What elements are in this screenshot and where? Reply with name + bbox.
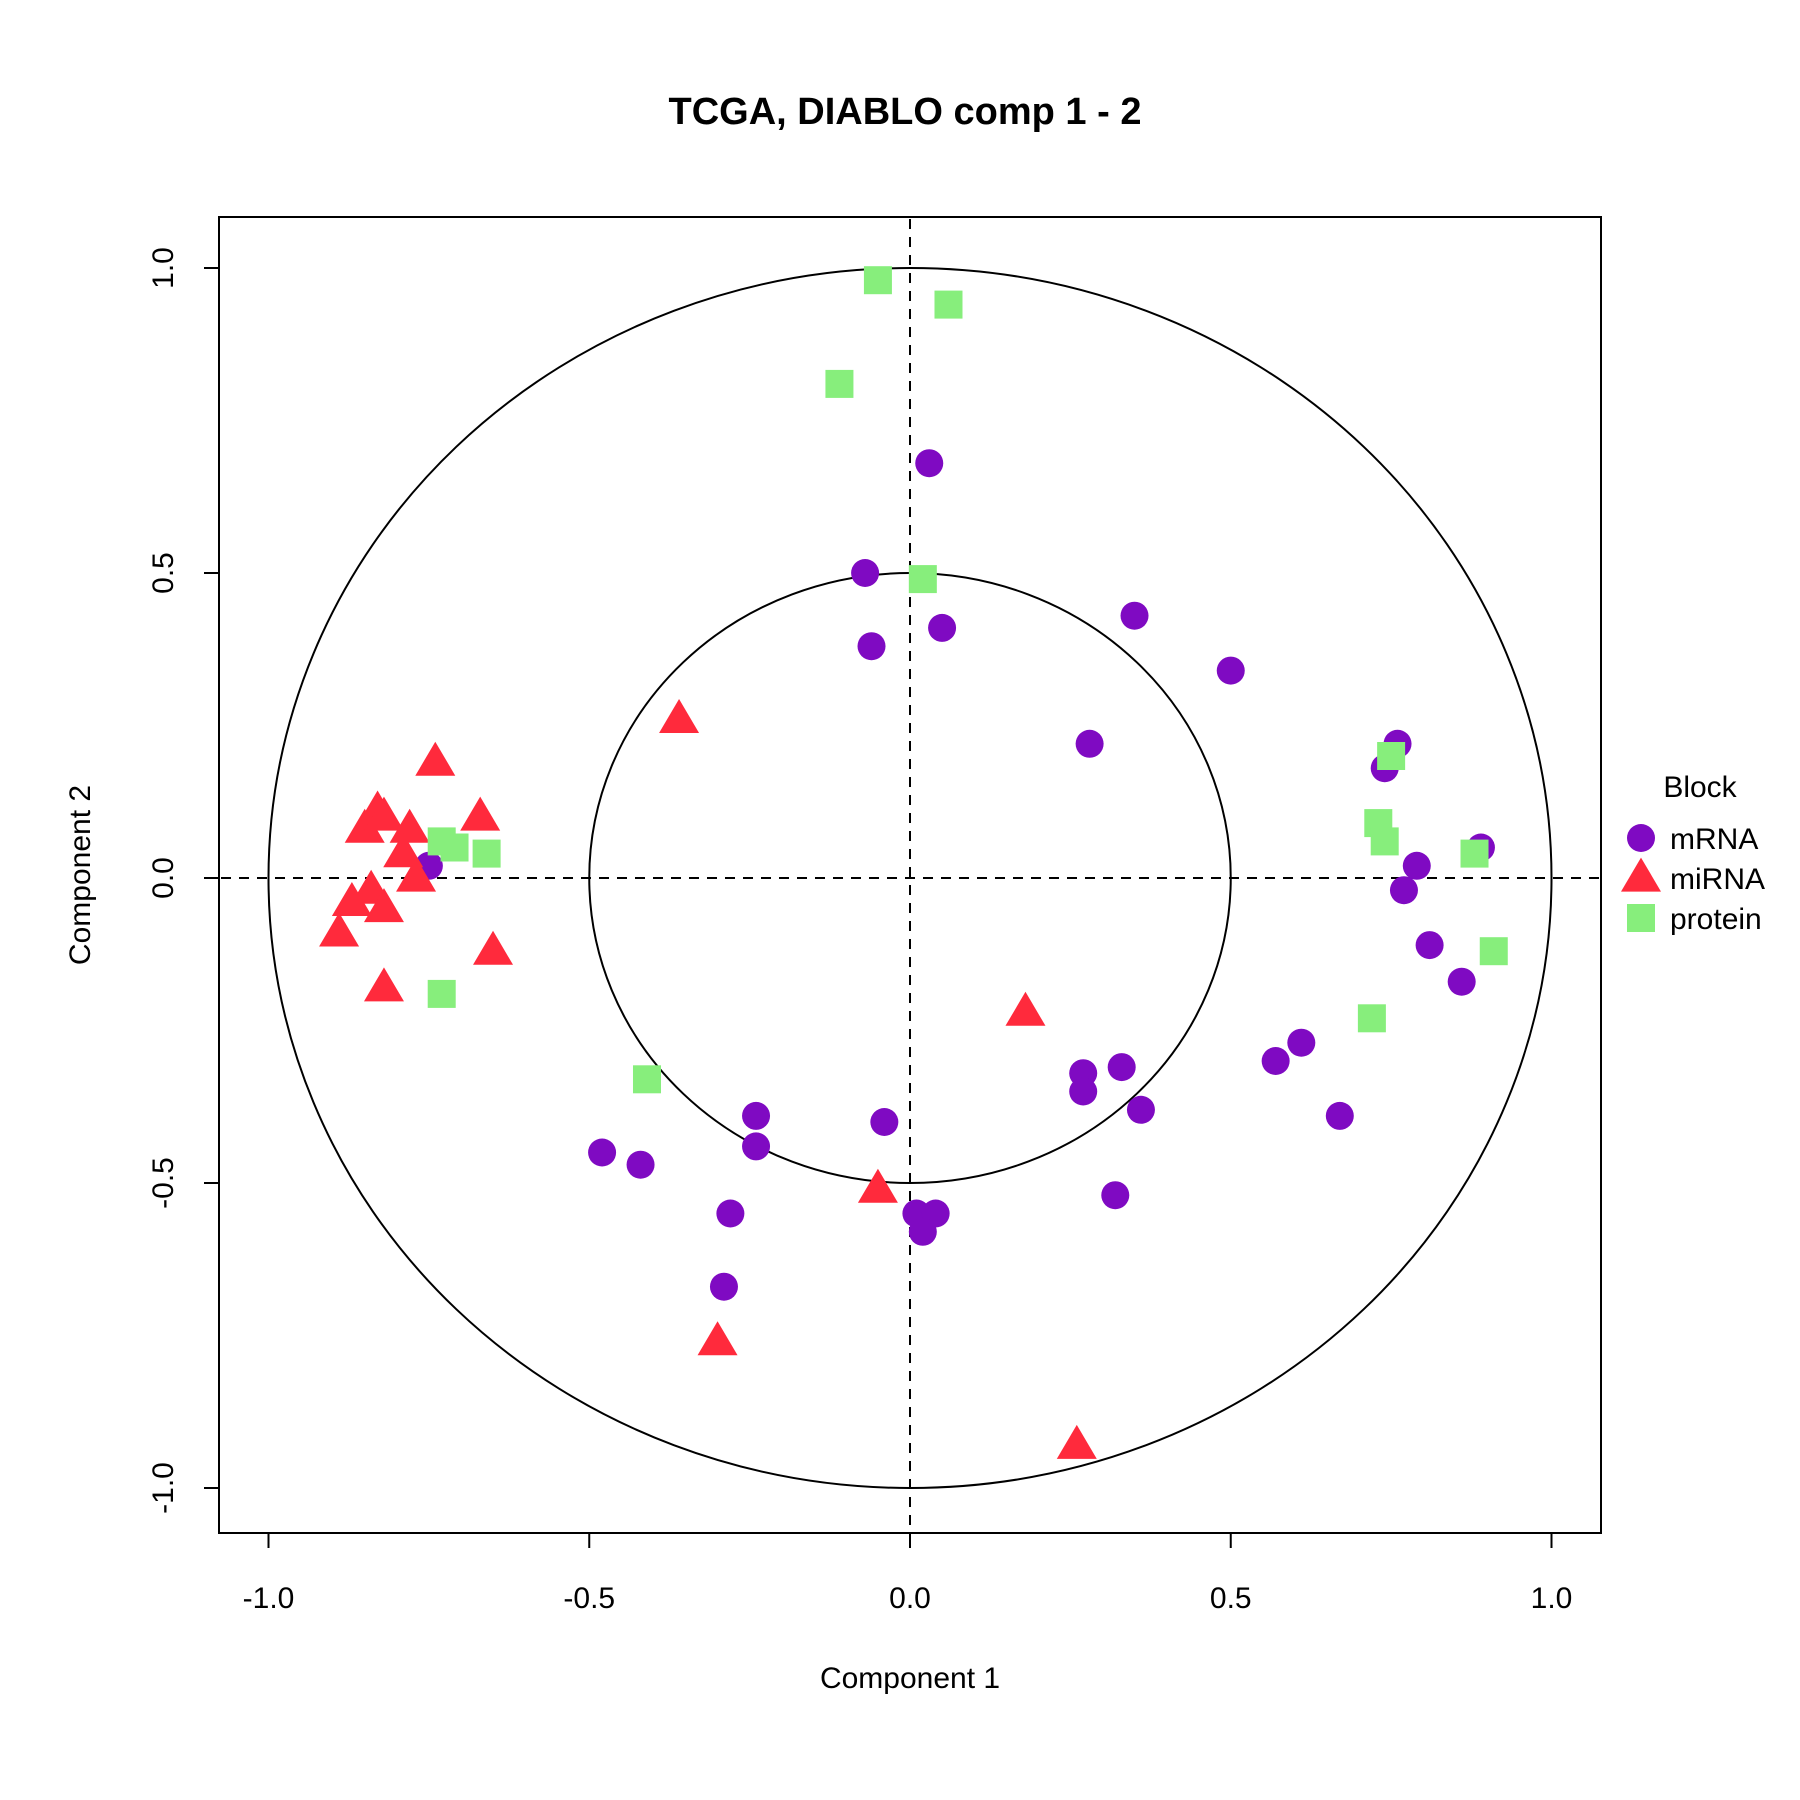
y-tick-label: -1.0 bbox=[147, 1462, 180, 1514]
miRNA-point bbox=[473, 930, 514, 965]
protein-point bbox=[472, 839, 501, 868]
legend-item-miRNA: miRNA bbox=[1621, 857, 1765, 896]
x-tick-label: -1.0 bbox=[243, 1582, 295, 1615]
y-tick-label: 1.0 bbox=[147, 247, 180, 289]
legend-label-protein: protein bbox=[1670, 903, 1762, 936]
mRNA-point bbox=[928, 613, 957, 642]
miRNA-point bbox=[331, 882, 372, 916]
protein-point bbox=[427, 979, 456, 1008]
x-tick-label: 0.5 bbox=[1210, 1582, 1252, 1615]
y-axis-label: Component 2 bbox=[64, 785, 97, 965]
mRNA-point bbox=[1389, 876, 1418, 905]
protein-point bbox=[632, 1065, 661, 1094]
protein-point bbox=[1460, 839, 1489, 868]
y-tick-label: 0.0 bbox=[147, 857, 180, 899]
miRNA-point bbox=[344, 808, 385, 843]
miRNA-point bbox=[1056, 1424, 1097, 1459]
y-axis: -1.0 -0.5 0.0 0.5 1.0 bbox=[147, 247, 220, 1514]
miRNA-point bbox=[363, 888, 404, 923]
mRNA-point bbox=[626, 1150, 655, 1179]
legend: Block mRNA miRNA protein bbox=[1621, 771, 1765, 936]
legend-label-mRNA: mRNA bbox=[1670, 823, 1758, 856]
mRNA-point bbox=[1325, 1101, 1354, 1130]
legend-marker-protein bbox=[1627, 904, 1655, 932]
miRNA-point bbox=[857, 1168, 898, 1203]
legend-marker-miRNA bbox=[1621, 857, 1661, 892]
mRNA-point bbox=[1120, 601, 1149, 630]
protein-point bbox=[1357, 1004, 1386, 1033]
protein-point bbox=[934, 290, 963, 319]
mRNA-point bbox=[851, 559, 880, 587]
mRNA-point bbox=[716, 1199, 745, 1228]
legend-label-miRNA: miRNA bbox=[1670, 863, 1765, 896]
miRNA-point bbox=[363, 796, 404, 831]
mRNA-point bbox=[915, 449, 944, 478]
series-mRNA bbox=[414, 449, 1495, 1301]
mRNA-point bbox=[709, 1272, 738, 1301]
protein-point bbox=[440, 833, 469, 862]
mRNA-point bbox=[870, 1108, 899, 1136]
protein-point bbox=[863, 266, 892, 295]
mRNA-point bbox=[1107, 1053, 1136, 1082]
miRNA-point bbox=[460, 796, 501, 831]
series-miRNA bbox=[319, 699, 1097, 1459]
mRNA-point bbox=[1287, 1028, 1316, 1057]
miRNA-point bbox=[415, 741, 456, 776]
miRNA-point bbox=[383, 833, 424, 868]
mRNA-point bbox=[1216, 656, 1245, 685]
mRNA-point bbox=[1261, 1047, 1290, 1075]
protein-point bbox=[908, 565, 937, 594]
mRNA-point bbox=[1075, 729, 1104, 758]
y-tick-label: 0.5 bbox=[147, 552, 180, 594]
x-axis: -1.0 -0.5 0.0 0.5 1.0 bbox=[243, 1532, 1573, 1615]
protein-point bbox=[1479, 937, 1508, 966]
legend-item-mRNA: mRNA bbox=[1627, 823, 1758, 856]
mRNA-point bbox=[1402, 851, 1431, 880]
protein-point bbox=[1377, 742, 1406, 770]
legend-marker-mRNA bbox=[1627, 824, 1655, 852]
miRNA-point bbox=[697, 1321, 738, 1356]
miRNA-point bbox=[396, 857, 437, 892]
miRNA-point bbox=[363, 967, 404, 1002]
miRNA-point bbox=[659, 699, 700, 733]
mRNA-point bbox=[1069, 1077, 1098, 1106]
x-tick-label: 0.0 bbox=[889, 1582, 931, 1615]
mRNA-point bbox=[1447, 967, 1476, 996]
series-protein bbox=[427, 266, 1508, 1094]
reference-lines bbox=[221, 219, 1599, 1531]
y-tick-label: -0.5 bbox=[147, 1157, 180, 1209]
mRNA-point bbox=[908, 1217, 937, 1246]
mRNA-point bbox=[742, 1132, 771, 1161]
miRNA-point bbox=[319, 912, 360, 947]
mRNA-point bbox=[1415, 931, 1444, 960]
x-axis-label: Component 1 bbox=[820, 1662, 1000, 1695]
mRNA-point bbox=[742, 1101, 771, 1130]
protein-point bbox=[825, 369, 854, 398]
legend-title: Block bbox=[1663, 771, 1737, 804]
x-tick-label: -0.5 bbox=[563, 1582, 615, 1615]
protein-point bbox=[1370, 827, 1399, 856]
data-points bbox=[319, 266, 1508, 1459]
x-tick-label: 1.0 bbox=[1531, 1582, 1573, 1615]
mRNA-point bbox=[1126, 1095, 1155, 1124]
mRNA-point bbox=[1101, 1181, 1130, 1210]
legend-item-protein: protein bbox=[1627, 903, 1762, 936]
miRNA-point bbox=[1005, 991, 1046, 1026]
mRNA-point bbox=[857, 632, 886, 661]
chart-title: TCGA, DIABLO comp 1 - 2 bbox=[669, 91, 1142, 133]
mRNA-point bbox=[588, 1138, 617, 1167]
miRNA-point bbox=[389, 808, 430, 843]
